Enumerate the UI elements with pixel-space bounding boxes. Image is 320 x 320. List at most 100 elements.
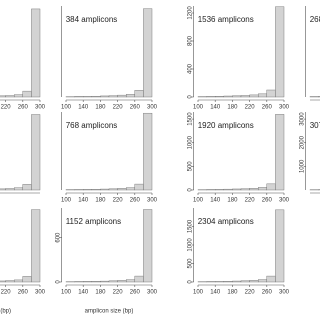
bar [249, 94, 259, 98]
bar [232, 95, 242, 98]
x-tick-label: 300 [279, 105, 290, 111]
y-tick-label: 2000 [299, 135, 305, 149]
panel-title: 1536 amplicons [198, 15, 254, 24]
x-tick-label: 260 [18, 290, 29, 296]
x-tick-label: 300 [35, 290, 46, 296]
bar [22, 90, 32, 98]
bar [258, 279, 268, 283]
bar [318, 96, 320, 98]
bar [125, 94, 135, 98]
bar [240, 95, 250, 98]
bar [249, 280, 259, 283]
y-tick-label: 0 [55, 280, 61, 284]
panel-title: 2688 [310, 15, 320, 24]
y-tick-label: 0 [187, 188, 193, 192]
bar [31, 8, 41, 98]
bar [117, 188, 127, 191]
x-tick-label: 100 [61, 198, 72, 204]
bar [0, 188, 6, 191]
bar [223, 95, 233, 98]
x-tick-label: 100 [193, 198, 204, 204]
x-tick-label: 100 [61, 290, 72, 296]
x-tick-label: 180 [227, 198, 238, 204]
bar [240, 280, 250, 283]
y-tick-label: 0 [187, 280, 193, 284]
y-tick-label: 500 [187, 258, 193, 269]
bar [117, 94, 127, 98]
x-tick-label: 300 [147, 198, 158, 204]
y-tick-label: 1500 [187, 112, 193, 126]
bar [82, 189, 92, 191]
bar [5, 280, 15, 283]
panel-title: 1152 amplicons [66, 217, 121, 226]
x-tick-label: 140 [78, 105, 89, 111]
bar [13, 187, 24, 191]
bar [206, 96, 216, 98]
bar [143, 112, 153, 191]
bar [240, 188, 250, 191]
bar [100, 188, 110, 191]
x-tick-label: 100 [193, 105, 204, 111]
bar [134, 275, 144, 283]
bar [134, 90, 144, 98]
x-axis-label: amplicon size (bp) [85, 309, 134, 315]
x-tick-label: 220 [113, 290, 124, 296]
x-tick-label: 220 [245, 105, 256, 111]
bar [143, 8, 153, 98]
bar [232, 280, 242, 283]
x-tick-label: 260 [262, 198, 273, 204]
x-tick-label: 220 [1, 105, 12, 111]
x-tick-label: 140 [210, 290, 221, 296]
x-tick-label: 260 [130, 198, 141, 204]
bar [100, 280, 110, 283]
bar [125, 279, 135, 283]
x-tick-label: 220 [245, 198, 256, 204]
x-tick-label: 260 [18, 105, 29, 111]
bar [100, 95, 110, 98]
y-tick-label: 800 [187, 35, 193, 46]
x-tick-label: 300 [35, 105, 46, 111]
x-tick-label: 300 [279, 198, 290, 204]
bar [108, 280, 118, 283]
x-tick-label: 140 [210, 105, 221, 111]
x-tick-label: 100 [193, 290, 204, 296]
bar [214, 96, 224, 98]
bar [223, 188, 233, 191]
y-tick-label: 500 [187, 161, 193, 172]
bar [125, 187, 135, 191]
y-tick-label: 400 [187, 63, 193, 74]
panel-title: 768 amplicons [66, 121, 118, 130]
x-tick-label: 260 [262, 290, 273, 296]
bar [0, 95, 6, 98]
y-tick-label: 1200 [187, 6, 193, 20]
x-tick-label: 300 [279, 290, 290, 296]
x-tick-label: 260 [130, 290, 141, 296]
bar [5, 188, 15, 191]
bar [232, 188, 242, 191]
bar [214, 189, 224, 191]
bar [266, 89, 276, 98]
bar [91, 281, 101, 283]
x-tick-label: 180 [95, 290, 106, 296]
bar [134, 183, 144, 191]
x-tick-label: 140 [78, 198, 89, 204]
x-tick-label: 140 [78, 290, 89, 296]
y-tick-label: 1000 [299, 159, 305, 173]
bar [13, 94, 24, 98]
panel-title: 3072 [310, 121, 320, 130]
panel-title: 384 amplicons [66, 15, 118, 24]
bar [91, 189, 101, 191]
x-tick-label: 180 [227, 105, 238, 111]
bar [258, 93, 268, 98]
bar [82, 281, 92, 283]
bar [266, 275, 276, 283]
x-tick-label: 180 [95, 198, 106, 204]
bar [258, 187, 268, 191]
bar [31, 114, 41, 191]
x-tick-label: 220 [113, 198, 124, 204]
bar [74, 96, 84, 98]
x-tick-label: 220 [113, 105, 124, 111]
y-tick-label: 3000 [299, 112, 305, 126]
